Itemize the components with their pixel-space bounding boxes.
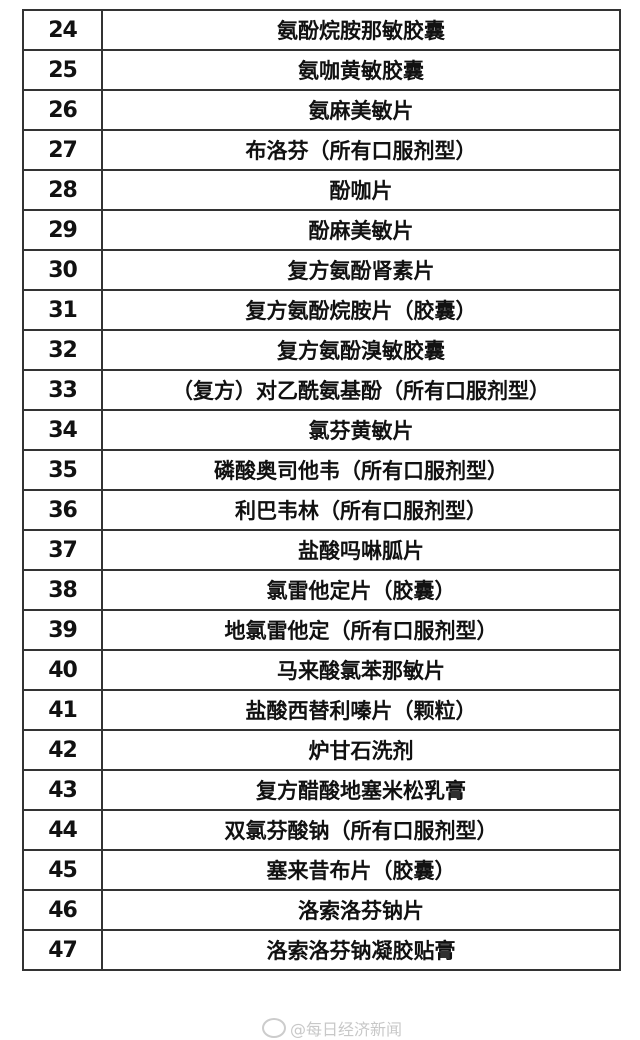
drug-name: 地氯雷他定（所有口服剂型） [101,609,621,651]
drug-name: （复方）对乙酰氨基酚（所有口服剂型） [101,369,621,411]
drug-name: 复方醋酸地塞米松乳膏 [101,769,621,811]
table-row: 43 复方醋酸地塞米松乳膏 [22,769,621,811]
row-number: 47 [22,929,103,971]
row-number: 37 [22,529,103,571]
row-number: 32 [22,329,103,371]
row-number: 45 [22,849,103,891]
row-number: 25 [22,49,103,91]
row-number: 35 [22,449,103,491]
table-row: 34 氯芬黄敏片 [22,409,621,451]
row-number: 34 [22,409,103,451]
drug-name: 洛索洛芬钠片 [101,889,621,931]
drug-name: 酚咖片 [101,169,621,211]
row-number: 43 [22,769,103,811]
drug-name: 氯雷他定片（胶囊） [101,569,621,611]
drug-list-table: 24 氨酚烷胺那敏胶囊 25 氨咖黄敏胶囊 26 氨麻美敏片 27 布洛芬（所有口服剂型） 28… [22,9,621,971]
drug-name: 双氯芬酸钠（所有口服剂型） [101,809,621,851]
table-row: 46 洛索洛芬钠片 [22,889,621,931]
drug-name: 洛索洛芬钠凝胶贴膏 [101,929,621,971]
row-number: 41 [22,689,103,731]
table-row: 44 双氯芬酸钠（所有口服剂型） [22,809,621,851]
row-number: 24 [22,9,103,51]
table-row: 47 洛索洛芬钠凝胶贴膏 [22,929,621,971]
drug-name: 氨麻美敏片 [101,89,621,131]
row-number: 40 [22,649,103,691]
drug-name: 盐酸吗啉胍片 [101,529,621,571]
row-number: 27 [22,129,103,171]
drug-name: 炉甘石洗剂 [101,729,621,771]
drug-name: 氯芬黄敏片 [101,409,621,451]
table-row: 42 炉甘石洗剂 [22,729,621,771]
drug-name: 氨咖黄敏胶囊 [101,49,621,91]
table-row: 45 塞来昔布片（胶囊） [22,849,621,891]
row-number: 26 [22,89,103,131]
row-number: 28 [22,169,103,211]
row-number: 39 [22,609,103,651]
table-row: 40 马来酸氯苯那敏片 [22,649,621,691]
row-number: 44 [22,809,103,851]
row-number: 31 [22,289,103,331]
drug-name: 酚麻美敏片 [101,209,621,251]
drug-name: 塞来昔布片（胶囊） [101,849,621,891]
row-number: 38 [22,569,103,611]
table-row: 30 复方氨酚肾素片 [22,249,621,291]
table-row: 39 地氯雷他定（所有口服剂型） [22,609,621,651]
row-number: 29 [22,209,103,251]
table-row: 33 （复方）对乙酰氨基酚（所有口服剂型） [22,369,621,411]
drug-name: 马来酸氯苯那敏片 [101,649,621,691]
table-row: 26 氨麻美敏片 [22,89,621,131]
table-row: 35 磷酸奥司他韦（所有口服剂型） [22,449,621,491]
row-number: 36 [22,489,103,531]
table-row: 38 氯雷他定片（胶囊） [22,569,621,611]
table-body: 24 氨酚烷胺那敏胶囊 25 氨咖黄敏胶囊 26 氨麻美敏片 27 布洛芬（所有口服剂型） 28… [22,9,621,971]
drug-name: 利巴韦林（所有口服剂型） [101,489,621,531]
drug-name: 盐酸西替利嗪片（颗粒） [101,689,621,731]
drug-name: 复方氨酚烷胺片（胶囊） [101,289,621,331]
table-row: 37 盐酸吗啉胍片 [22,529,621,571]
table-row: 29 酚麻美敏片 [22,209,621,251]
row-number: 46 [22,889,103,931]
drug-name: 复方氨酚溴敏胶囊 [101,329,621,371]
table-row: 28 酚咖片 [22,169,621,211]
drug-name: 氨酚烷胺那敏胶囊 [101,9,621,51]
weibo-logo-icon [262,1018,286,1038]
table-row: 32 复方氨酚溴敏胶囊 [22,329,621,371]
drug-name: 磷酸奥司他韦（所有口服剂型） [101,449,621,491]
row-number: 42 [22,729,103,771]
table-row: 41 盐酸西替利嗪片（颗粒） [22,689,621,731]
table-row: 24 氨酚烷胺那敏胶囊 [22,9,621,51]
table-row: 31 复方氨酚烷胺片（胶囊） [22,289,621,331]
drug-name: 布洛芬（所有口服剂型） [101,129,621,171]
table-row: 36 利巴韦林（所有口服剂型） [22,489,621,531]
row-number: 30 [22,249,103,291]
watermark-text: @每日经济新闻 [290,1020,403,1039]
row-number: 33 [22,369,103,411]
drug-name: 复方氨酚肾素片 [101,249,621,291]
table-row: 27 布洛芬（所有口服剂型） [22,129,621,171]
watermark: @每日经济新闻 [262,1016,402,1040]
table-row: 25 氨咖黄敏胶囊 [22,49,621,91]
